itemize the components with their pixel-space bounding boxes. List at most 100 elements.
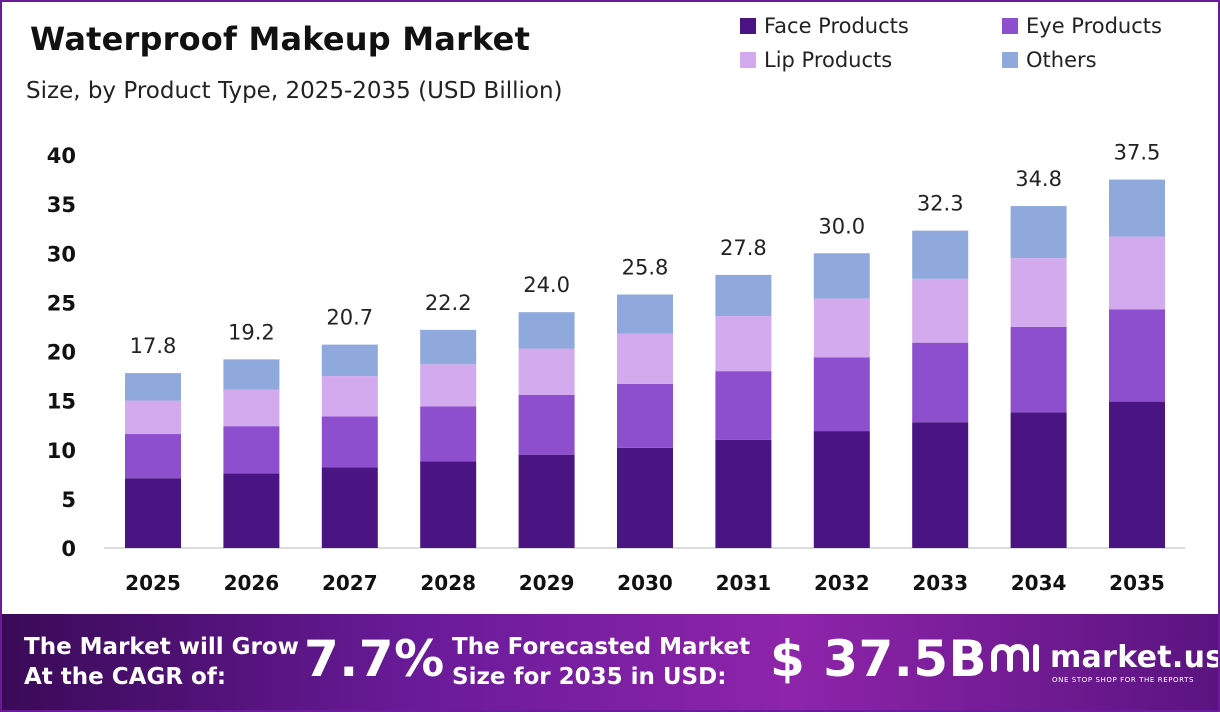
bar-segment-face-products bbox=[617, 447, 673, 548]
bar-segment-face-products bbox=[1109, 401, 1165, 548]
bar-segment-others bbox=[912, 230, 969, 279]
bar-segment-others bbox=[420, 329, 477, 365]
x-tick-label: 2031 bbox=[716, 571, 772, 595]
forecast-label-line1: The Forecasted Market bbox=[452, 634, 751, 660]
bar-total-label: 24.0 bbox=[523, 273, 570, 297]
x-tick-label: 2025 bbox=[125, 571, 181, 595]
bar-segment-eye-products bbox=[1010, 326, 1067, 413]
bar-total-label: 25.8 bbox=[622, 256, 669, 280]
bar-total-label: 20.7 bbox=[326, 306, 373, 330]
cagr-value: 7.7% bbox=[304, 630, 445, 688]
bar-segment-eye-products bbox=[617, 383, 673, 448]
legend-item-others: Others bbox=[1002, 48, 1097, 72]
bar-segment-lip-products bbox=[1109, 236, 1165, 310]
brand-logo: market.us bbox=[990, 640, 1220, 675]
x-tick-label: 2027 bbox=[322, 571, 378, 595]
bar-total-label: 32.3 bbox=[917, 192, 964, 216]
stacked-bar-chart: 051015202530354017.8202519.2202620.72027… bbox=[47, 141, 1185, 595]
legend-label-eye-products: Eye Products bbox=[1026, 14, 1162, 38]
bar-segment-lip-products bbox=[223, 389, 280, 427]
x-tick-label: 2028 bbox=[420, 571, 476, 595]
bar-segment-face-products bbox=[321, 467, 378, 548]
bar-segment-lip-products bbox=[420, 364, 477, 407]
bar-segment-others bbox=[321, 344, 378, 377]
bar-segment-eye-products bbox=[125, 434, 181, 479]
forecast-label-line2: Size for 2035 in USD: bbox=[452, 664, 727, 690]
bar-segment-eye-products bbox=[813, 357, 870, 432]
bar-segment-others bbox=[1109, 179, 1165, 237]
x-tick-label: 2030 bbox=[617, 571, 673, 595]
bar-segment-eye-products bbox=[518, 394, 575, 455]
bar-total-label: 30.0 bbox=[818, 214, 865, 238]
legend-swatch-eye-products bbox=[1002, 18, 1018, 34]
x-tick-label: 2026 bbox=[224, 571, 280, 595]
bar-segment-face-products bbox=[1010, 412, 1067, 548]
bar-segment-face-products bbox=[715, 439, 772, 548]
legend-item-eye-products: Eye Products bbox=[1002, 14, 1162, 38]
x-tick-label: 2035 bbox=[1109, 571, 1165, 595]
y-tick-label: 40 bbox=[47, 144, 76, 168]
chart-title: Waterproof Makeup Market bbox=[30, 20, 531, 58]
bar-segment-others bbox=[223, 359, 280, 390]
legend-label-face-products: Face Products bbox=[764, 14, 909, 38]
bar-total-label: 19.2 bbox=[228, 320, 275, 344]
bar-segment-eye-products bbox=[223, 426, 280, 474]
y-tick-label: 0 bbox=[61, 537, 76, 561]
bar-segment-eye-products bbox=[1109, 309, 1165, 402]
y-tick-label: 30 bbox=[47, 242, 76, 266]
bar-total-label: 37.5 bbox=[1114, 141, 1161, 165]
bar-segment-face-products bbox=[912, 422, 969, 548]
y-tick-label: 25 bbox=[47, 291, 76, 315]
brand-name: market.us bbox=[1050, 640, 1220, 675]
bar-segment-eye-products bbox=[715, 371, 772, 440]
bar-segment-lip-products bbox=[813, 298, 870, 358]
y-tick-label: 15 bbox=[47, 390, 76, 414]
y-tick-label: 35 bbox=[47, 193, 76, 217]
legend-label-others: Others bbox=[1026, 48, 1097, 72]
bar-segment-others bbox=[617, 294, 673, 334]
legend-swatch-lip-products bbox=[740, 52, 756, 68]
legend-swatch-others bbox=[1002, 52, 1018, 68]
cagr-label: The Market will Grow At the CAGR of: bbox=[24, 632, 299, 692]
bar-segment-eye-products bbox=[420, 406, 477, 462]
y-tick-label: 5 bbox=[61, 488, 76, 512]
forecast-label: The Forecasted Market Size for 2035 in U… bbox=[452, 632, 750, 692]
bar-segment-face-products bbox=[518, 454, 575, 548]
bar-segment-lip-products bbox=[125, 400, 181, 435]
chart-subtitle: Size, by Product Type, 2025-2035 (USD Bi… bbox=[26, 78, 563, 104]
bar-segment-face-products bbox=[420, 461, 477, 548]
brand-tagline: ONE STOP SHOP FOR THE REPORTS bbox=[1052, 676, 1195, 684]
bar-segment-face-products bbox=[813, 431, 870, 548]
y-tick-label: 20 bbox=[47, 341, 76, 365]
cagr-label-line2: At the CAGR of: bbox=[24, 664, 227, 690]
bar-total-label: 17.8 bbox=[130, 334, 177, 358]
chart-legend: Face Products Eye Products Lip Products … bbox=[740, 12, 1210, 82]
bar-segment-others bbox=[518, 312, 575, 349]
bar-segment-lip-products bbox=[518, 348, 575, 395]
x-tick-label: 2029 bbox=[519, 571, 575, 595]
bar-segment-lip-products bbox=[912, 278, 969, 343]
bar-segment-others bbox=[715, 274, 772, 317]
bar-segment-others bbox=[813, 253, 870, 299]
market-us-logo-icon bbox=[991, 643, 1039, 672]
x-tick-label: 2034 bbox=[1011, 571, 1067, 595]
bar-total-label: 22.2 bbox=[425, 291, 472, 315]
legend-label-lip-products: Lip Products bbox=[764, 48, 893, 72]
x-tick-label: 2032 bbox=[814, 571, 870, 595]
forecast-value: $ 37.5B bbox=[770, 630, 988, 688]
bar-segment-face-products bbox=[125, 478, 181, 548]
bar-segment-face-products bbox=[223, 473, 280, 548]
cagr-label-line1: The Market will Grow bbox=[24, 634, 299, 660]
legend-item-face-products: Face Products bbox=[740, 14, 909, 38]
bar-segment-others bbox=[1010, 206, 1067, 259]
bar-segment-eye-products bbox=[321, 416, 378, 468]
x-tick-label: 2033 bbox=[912, 571, 968, 595]
bar-segment-lip-products bbox=[1010, 258, 1067, 327]
y-tick-label: 10 bbox=[47, 439, 76, 463]
bar-segment-lip-products bbox=[617, 333, 673, 384]
bar-segment-lip-products bbox=[715, 316, 772, 372]
bar-segment-others bbox=[125, 373, 181, 401]
bar-segment-eye-products bbox=[912, 342, 969, 423]
footer-banner: The Market will Grow At the CAGR of: 7.7… bbox=[2, 614, 1218, 710]
